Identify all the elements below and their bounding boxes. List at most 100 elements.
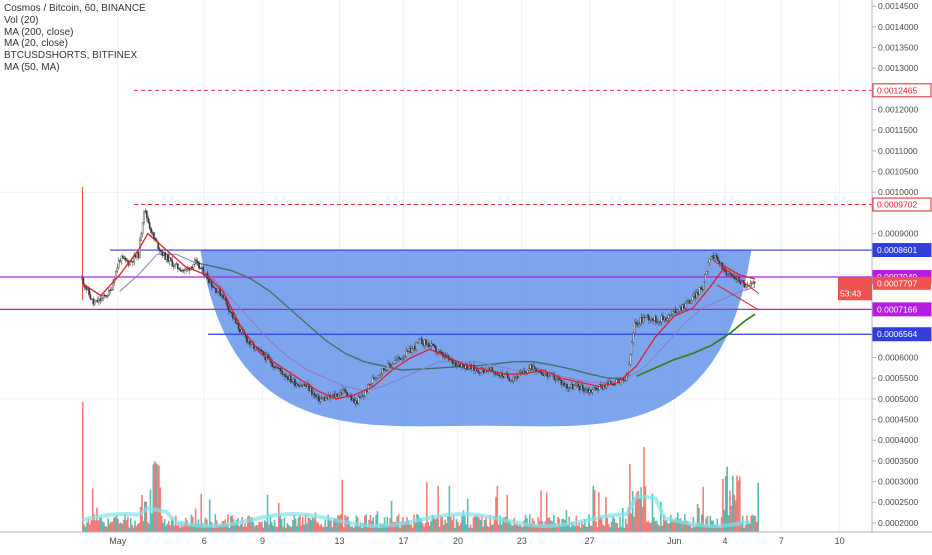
volume-bar [468,527,470,532]
volume-bar [703,525,706,532]
candle-body [612,383,615,386]
volume-bar [510,524,513,532]
volume-bar [708,526,710,532]
candle-body [749,283,752,286]
volume-bar [622,507,624,532]
candle-body [384,369,386,371]
volume-bar [342,527,345,532]
candle-body [690,300,692,304]
volume-bar [366,527,369,532]
volume-bar [497,524,500,532]
volume-bar [629,464,631,532]
volume-bar [100,517,102,532]
legend-ma50[interactable]: MA (50, MA) [4,61,60,73]
volume-bar [404,521,407,532]
candle-body [514,377,516,379]
volume-bar [138,523,140,532]
volume-bar [393,521,396,532]
candle-body [295,383,298,386]
candle-body [336,393,339,397]
candle-body [667,314,670,319]
volume-bar [98,517,101,532]
volume-bar [592,485,595,532]
candle-body [335,393,337,397]
volume-bar [242,526,245,532]
candle-body [239,329,241,333]
candle-body [666,317,668,321]
candle-body [581,384,584,389]
legend-shorts[interactable]: BTCUSDSHORTS, BITFINEX [4,50,138,62]
candle-body [354,400,357,404]
legend-title[interactable]: Cosmos / Bitcoin, 60, BINANCE [4,3,146,14]
candle-body [587,388,589,393]
volume-bar [335,518,338,532]
y-tick-label: 0.0010000 [878,187,918,197]
candle-body [574,384,577,387]
legend-vol[interactable]: Vol (20) [4,14,39,26]
volume-bar [411,527,414,532]
volume-bar [578,522,580,532]
candle-body [193,259,196,265]
candle-body [614,384,616,386]
volume-bar [527,524,530,532]
candle-body [559,379,561,381]
volume-bar [176,525,179,532]
candle-body [361,395,364,398]
candle-body [394,360,396,364]
y-tick-label: 0.0014500 [878,1,918,11]
y-tick-label: 0.0013500 [878,43,918,53]
candle-body [167,254,169,262]
volume-bar [282,526,284,532]
volume-bar [702,486,704,532]
volume-bar [719,527,721,532]
volume-bar [715,525,717,532]
volume-bar [612,516,614,532]
volume-bar [135,525,138,532]
candle-body [220,294,223,297]
candle-body [625,375,628,381]
candle-body [131,260,134,263]
volume-bar [323,527,325,532]
volume-bar [320,524,322,532]
volume-bar [740,522,743,532]
candle-body [588,389,591,393]
candle-body [356,400,358,404]
candle-body [85,287,88,290]
legend-ma200[interactable]: MA (200, close) [4,26,74,38]
y-tick-label: 0.0003000 [878,477,918,487]
candle-body [656,322,659,324]
candle-body [387,362,389,371]
candle-body [315,394,317,398]
candle-body [282,373,285,376]
volume-bar [380,523,383,532]
volume-bar [500,524,503,532]
legend-ma20[interactable]: MA (20, close) [4,38,68,50]
volume-bar [86,522,88,532]
candle-body [164,252,166,260]
price-axis-bg [872,0,932,532]
candle-body [217,288,220,292]
candle-body [704,274,707,283]
volume-bar [619,516,621,532]
volume-bar [177,522,180,532]
volume-bar [471,527,473,532]
candle-body [271,362,274,367]
candle-body [100,297,103,301]
candle-body [274,366,276,369]
volume-bar [96,507,98,532]
candle-body [437,351,440,353]
volume-bar [667,523,669,532]
candle-body [457,364,460,366]
candle-body [140,233,143,241]
volume-bar [169,525,172,532]
volume-bar [151,513,153,532]
candle-body [308,383,310,391]
volume-bar [145,501,148,532]
candle-body [684,303,687,309]
candle-body [301,385,303,387]
candle-body [287,376,289,380]
candle-body [712,255,715,259]
volume-bar [361,527,363,532]
volume-bar [455,519,458,532]
